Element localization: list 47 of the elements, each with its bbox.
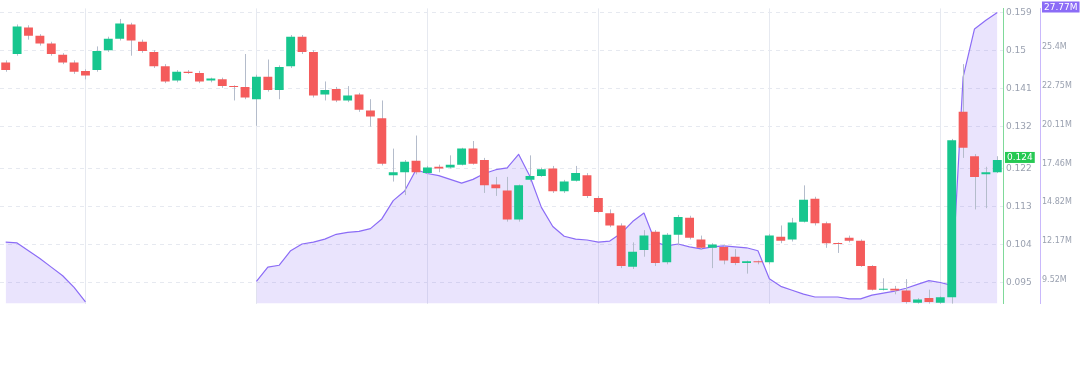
candlestick xyxy=(115,18,125,41)
y2-tick-label: 17.46M xyxy=(1042,158,1072,168)
y-tick-label: 0.104 xyxy=(1006,238,1033,249)
candlestick xyxy=(400,159,410,196)
candlestick xyxy=(240,53,250,100)
candlestick xyxy=(673,214,683,246)
y2-tick-label: 12.17M xyxy=(1042,236,1072,246)
candlestick xyxy=(274,64,284,100)
text: 27.77M xyxy=(1044,1,1078,12)
candlestick xyxy=(628,241,638,270)
candlestick xyxy=(867,264,877,292)
candlestick xyxy=(252,74,261,127)
candlestick xyxy=(229,84,239,101)
candlestick xyxy=(263,59,273,93)
y-tick-label: 0.132 xyxy=(1006,120,1032,131)
y-tick-label: 0.141 xyxy=(1006,82,1032,93)
candlestick xyxy=(685,215,695,240)
candlestick xyxy=(981,166,991,209)
candlestick xyxy=(126,22,136,57)
candlestick xyxy=(548,165,558,194)
y2-tick-label: 25.4M xyxy=(1042,42,1067,52)
y2-tick-label: 9.52M xyxy=(1042,274,1067,284)
candlestick xyxy=(388,148,398,183)
text: 0.124 xyxy=(1007,152,1034,163)
y-tick-label: 0.159 xyxy=(1006,6,1033,17)
y-tick-label: 0.122 xyxy=(1006,162,1032,173)
candlestick xyxy=(833,241,843,254)
candlestick xyxy=(160,63,170,84)
candlestick xyxy=(878,277,888,292)
y-tick-label: 0.15 xyxy=(1006,44,1027,55)
candlestick xyxy=(970,153,979,210)
candlestick xyxy=(582,172,592,199)
candlestick xyxy=(719,243,729,265)
y-tick-label: 0.095 xyxy=(1006,276,1032,287)
y2-tick-label: 14.82M xyxy=(1042,197,1072,207)
candlestick xyxy=(799,184,808,224)
candlestick xyxy=(320,80,330,101)
candlestick xyxy=(365,98,375,128)
y2-tick-label: 22.75M xyxy=(1042,81,1072,91)
candlestick xyxy=(821,221,831,249)
candlestick xyxy=(787,217,797,243)
y-tick-label: 0.113 xyxy=(1006,200,1032,211)
candlestick xyxy=(901,278,911,305)
candlestick xyxy=(92,45,102,73)
candlestick xyxy=(707,242,717,269)
candlestick xyxy=(525,154,535,183)
y2-tick-label: 20.11M xyxy=(1042,119,1072,129)
